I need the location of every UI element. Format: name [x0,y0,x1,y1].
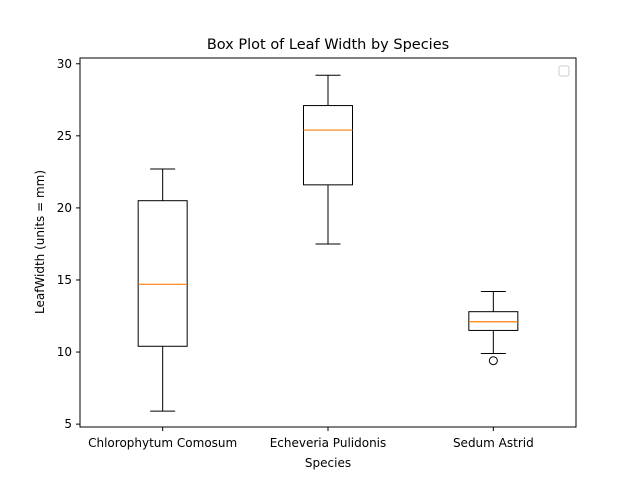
y-axis-label: LeafWidth (units = mm) [33,170,47,314]
iqr-box [303,105,353,186]
box-group [303,74,353,245]
y-tick-label: 30 [57,57,72,71]
iqr-box [137,200,188,347]
legend-box [558,65,570,77]
iqr-box [468,311,519,331]
y-tick-label: 15 [57,273,72,287]
x-tick-label: Sedum Astrid [453,436,534,450]
box-group [137,168,188,412]
x-tick-label: Chlorophytum Comosum [88,436,237,450]
box-group [468,291,519,366]
y-axis: 5 10 15 20 25 30 [57,57,80,431]
y-tick-label: 25 [57,129,72,143]
outlier-point [488,356,498,366]
y-tick-label: 5 [64,417,72,431]
x-tick-label: Echeveria Pulidonis [270,436,387,450]
x-axis: Chlorophytum Comosum Echeveria Pulidonis S… [88,427,534,450]
y-tick-label: 20 [57,201,72,215]
y-tick-label: 10 [57,345,72,359]
chart-title: Box Plot of Leaf Width by Species [207,37,449,53]
x-axis-label: Species [305,456,351,470]
plot-area [137,74,519,412]
